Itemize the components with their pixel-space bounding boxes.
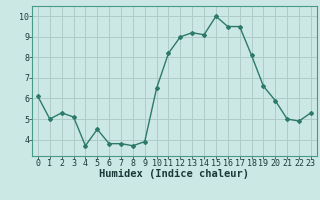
X-axis label: Humidex (Indice chaleur): Humidex (Indice chaleur) [100,169,249,179]
